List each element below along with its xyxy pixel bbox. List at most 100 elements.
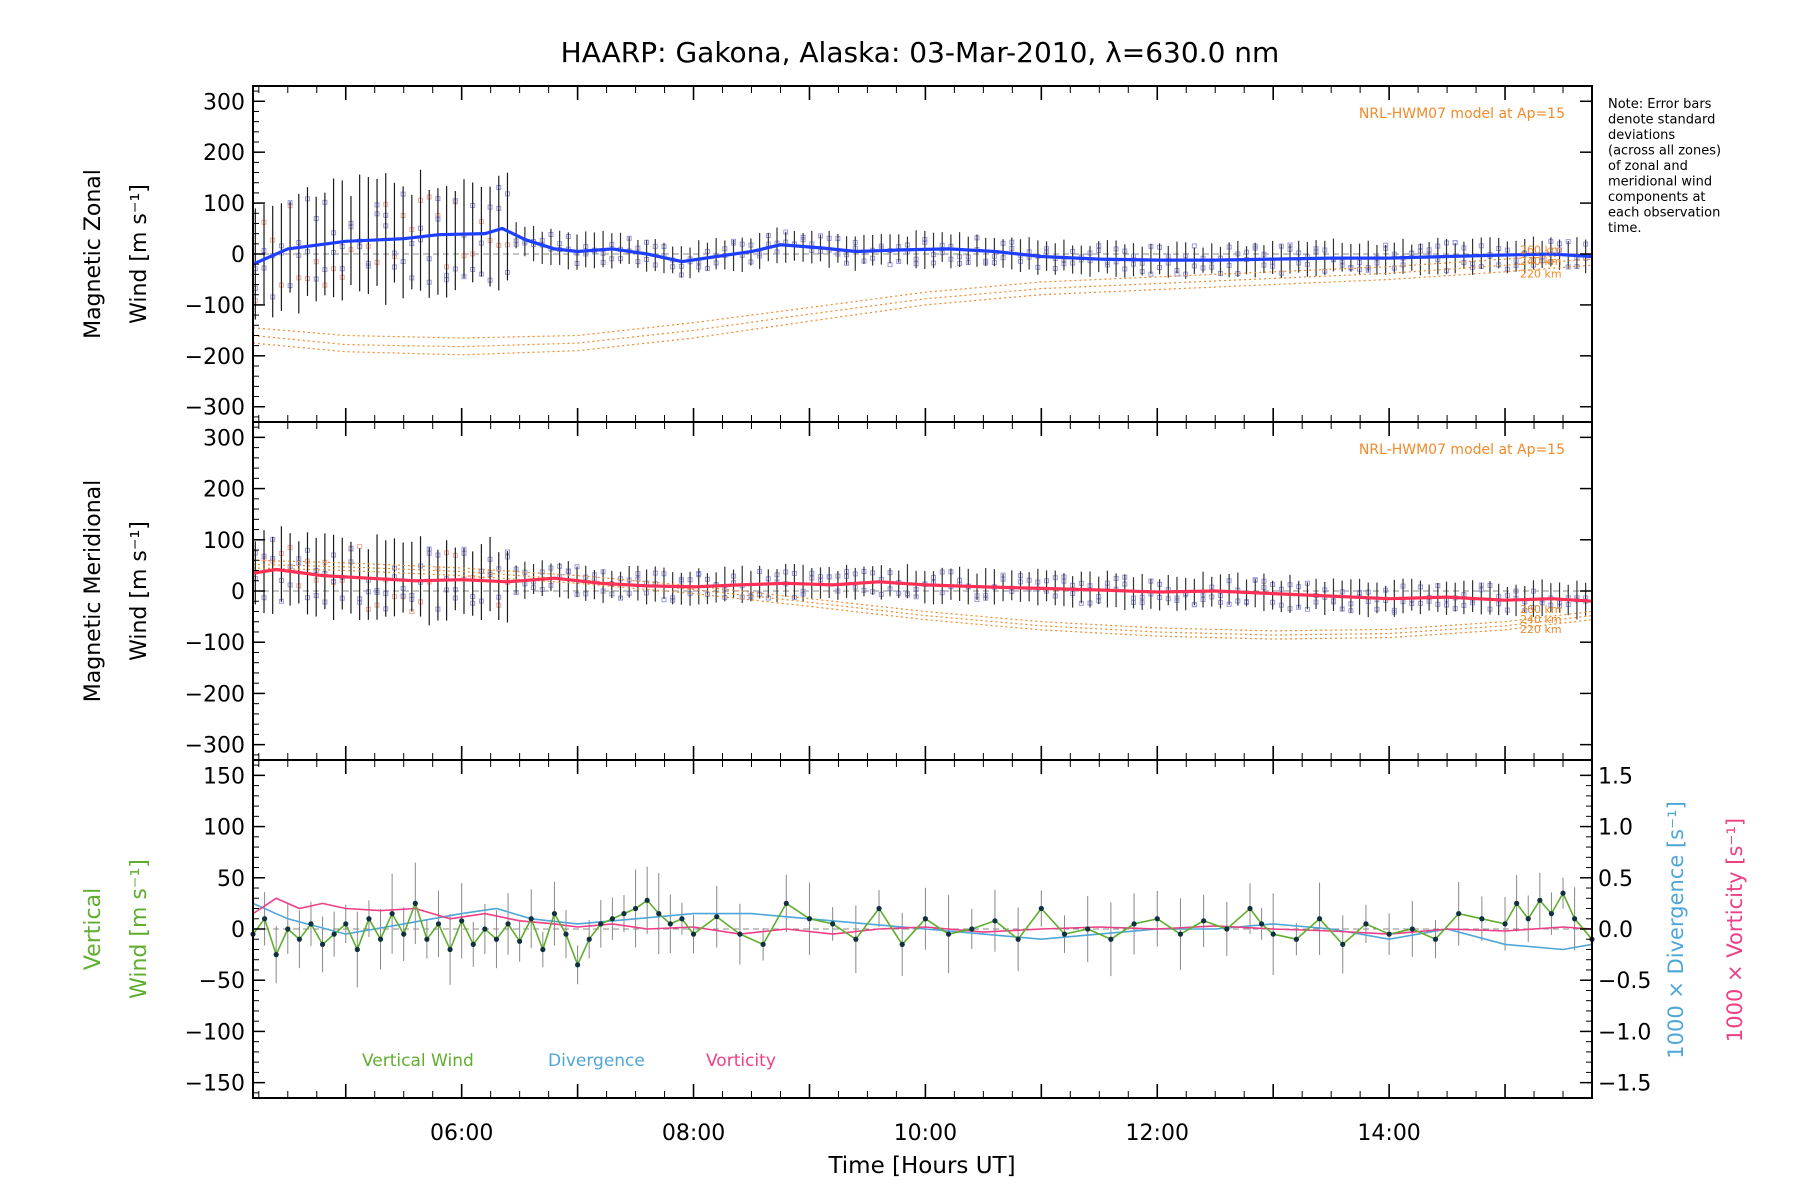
y-tick-label: 200 <box>203 478 245 503</box>
y-tick-label: 50 <box>217 867 245 892</box>
vertical-wind-point <box>586 936 592 942</box>
model-curve-0 <box>252 253 1593 339</box>
right-axis: 1.5 1.0 0.5 0.0 −0.5 −1.0 −1.5 1000 × Divergenc… <box>1580 764 1747 1097</box>
vertical-wind-point <box>830 921 836 927</box>
y-tick-label: 100 <box>203 529 245 554</box>
y-tick-label: −300 <box>185 734 245 759</box>
vertical-wind-point <box>679 916 685 922</box>
vertical-wind-point <box>412 900 418 906</box>
vertical-wind-point <box>482 926 488 932</box>
vertical-wind-point <box>1432 936 1439 942</box>
vertical-wind-point <box>261 916 268 922</box>
y2-tick-label: 1.0 <box>1598 816 1633 841</box>
vertical-wind-point <box>1154 916 1160 922</box>
vertical-wind-point <box>1270 931 1276 937</box>
x-tick-label: 08:00 <box>662 1121 725 1146</box>
vertical-wind-point <box>1201 918 1207 924</box>
vertical-wind-point <box>517 938 523 944</box>
x-tick-label: 14:00 <box>1357 1121 1420 1146</box>
divergence-axis-label: 1000 × Divergence [s⁻¹] <box>1664 801 1688 1059</box>
vertical-wind-point <box>992 918 998 924</box>
vertical-wind-point <box>1038 905 1044 912</box>
vertical-wind-point <box>737 931 743 937</box>
y-tick-label: 300 <box>203 90 245 115</box>
vertical-wind-point <box>760 941 766 947</box>
note-line: deviations <box>1608 128 1675 143</box>
vertical-wind-point <box>354 946 360 953</box>
y-axis-label-line2: Wind [m s⁻¹] <box>127 184 152 324</box>
scatter-points <box>252 185 1589 304</box>
vertical-wind-point <box>1340 941 1346 947</box>
y-tick-label: 150 <box>203 764 245 789</box>
vertical-wind-point <box>575 962 581 968</box>
note-line: each observation <box>1608 206 1720 221</box>
error-bars <box>254 169 1587 320</box>
vertical-wind-point <box>1224 926 1230 932</box>
vertical-wind-point <box>1247 905 1253 912</box>
y-tick-label: −150 <box>185 1072 245 1097</box>
vertical-wind-point <box>899 941 905 947</box>
y2-tick-label: −1.5 <box>1598 1072 1651 1097</box>
vertical-wind-point <box>424 936 430 942</box>
legend-vorticity: Vorticity <box>706 1051 776 1071</box>
x-axis-label: Time [Hours UT] <box>827 1153 1015 1179</box>
altitude-label: 240 km <box>1520 613 1562 626</box>
vertical-wind-point <box>377 936 384 942</box>
vertical-wind-point <box>308 921 314 927</box>
vertical-wind-point <box>319 941 326 947</box>
y-axis-label-line1: Magnetic Meridional <box>81 480 106 702</box>
vertical-error-bars <box>252 862 1593 988</box>
scatter-points <box>252 536 1589 615</box>
note-line: meridional wind <box>1608 175 1712 190</box>
y-axis-label-line1: Vertical <box>81 888 106 970</box>
model-curve-2 <box>252 264 1593 356</box>
vertical-wind-point <box>1293 936 1299 942</box>
vertical-wind-point <box>598 921 604 927</box>
fit-line <box>252 567 1593 603</box>
vertical-wind-point <box>389 911 395 917</box>
vertical-wind-point <box>551 911 558 917</box>
altitude-label: 260 km <box>1520 244 1562 257</box>
divergence-line <box>252 902 1593 951</box>
altitude-label: 260 km <box>1520 603 1562 616</box>
scatter-point <box>1191 243 1197 249</box>
chart-title: HAARP: Gakona, Alaska: 03-Mar-2010, λ=63… <box>561 36 1280 69</box>
y2-tick-label: 0.5 <box>1598 867 1633 892</box>
y-axis: 300 200 100 0 −100 −200 −300 <box>185 426 1592 759</box>
vertical-wind-point <box>945 931 952 937</box>
y-tick-label: −100 <box>185 294 245 319</box>
x-tick-label: 12:00 <box>1126 1121 1189 1146</box>
vertical-wind-point <box>644 897 650 903</box>
vertical-wind-point <box>714 914 720 920</box>
vertical-wind-point <box>1177 931 1184 937</box>
vertical-wind-point <box>470 941 476 947</box>
vertical-wind-point <box>667 921 673 927</box>
x-ticks <box>258 86 1593 422</box>
legend-vertical-wind: Vertical Wind <box>362 1051 474 1071</box>
model-curve-1 <box>252 258 1593 348</box>
model-label: NRL-HWM07 model at Ap=15 <box>1359 106 1565 122</box>
y-axis: 150 100 50 0 −50 −100 −150 <box>185 764 265 1097</box>
y-tick-label: 100 <box>203 192 245 217</box>
y-tick-label: 0 <box>231 580 245 605</box>
vertical-wind-point <box>806 916 813 922</box>
note-line: denote standard <box>1608 113 1715 128</box>
vertical-wind-point <box>1537 897 1543 903</box>
vertical-wind-point <box>528 916 534 922</box>
note-line: time. <box>1608 221 1642 236</box>
vertical-wind-point <box>1502 921 1508 927</box>
y-tick-label: 100 <box>203 816 245 841</box>
vertical-wind-point <box>447 946 453 953</box>
y-tick-label: 200 <box>203 141 245 166</box>
vertical-wind-point <box>1015 936 1021 942</box>
y-tick-label: −200 <box>185 345 245 370</box>
vertical-wind-point <box>1572 916 1578 922</box>
vertical-wind-point <box>1061 931 1068 937</box>
vertical-wind-point <box>690 931 697 937</box>
vorticity-axis-label: 1000 × Vorticity [s⁻¹] <box>1723 818 1747 1042</box>
y-axis-label-line1: Magnetic Zonal <box>81 169 106 339</box>
x-tick-label: 10:00 <box>894 1121 957 1146</box>
